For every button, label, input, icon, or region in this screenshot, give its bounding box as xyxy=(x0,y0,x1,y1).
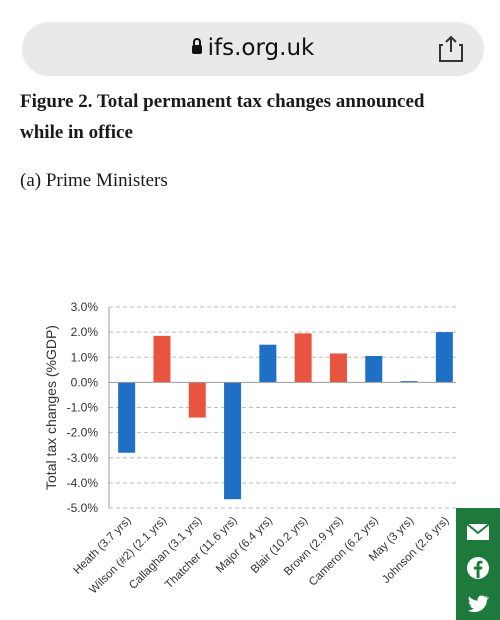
url-display[interactable]: ifs.org.uk xyxy=(22,35,484,61)
y-axis-label: Total tax changes (%GDP) xyxy=(43,325,59,490)
bar xyxy=(153,335,171,383)
figure-subtitle: (a) Prime Ministers xyxy=(20,170,168,191)
bar xyxy=(365,355,383,383)
y-tick-label: 2.0% xyxy=(71,325,99,339)
bar xyxy=(259,344,277,383)
bar xyxy=(435,332,453,383)
address-bar[interactable]: ifs.org.uk xyxy=(22,22,484,76)
bar xyxy=(294,333,312,383)
y-tick-label: -2.0% xyxy=(67,426,99,440)
bar xyxy=(118,382,136,453)
bar xyxy=(188,382,206,418)
twitter-icon[interactable] xyxy=(466,592,490,616)
y-tick-label: -3.0% xyxy=(67,451,99,465)
y-tick-label: -5.0% xyxy=(67,501,99,515)
y-tick-label: -4.0% xyxy=(67,476,99,490)
bar xyxy=(224,382,242,500)
social-share-bar xyxy=(456,508,500,620)
mail-icon[interactable] xyxy=(466,520,490,544)
y-tick-label: -1.0% xyxy=(67,401,99,415)
share-icon[interactable] xyxy=(438,35,464,63)
url-text: ifs.org.uk xyxy=(207,35,315,61)
tax-changes-bar-chart: 3.0% 2.0% 1.0% 0.0% -1.0% -2.0% -3.0% -4.0% -5.0… xyxy=(43,300,456,596)
bar xyxy=(400,381,418,383)
y-tick-label: 0.0% xyxy=(71,375,99,389)
x-tick-label: Johnson (2.6 yrs) xyxy=(380,515,451,586)
y-tick-label: 1.0% xyxy=(71,350,99,364)
figure-title: Figure 2. Total permanent tax changes an… xyxy=(20,91,425,143)
facebook-icon[interactable] xyxy=(466,556,490,580)
y-tick-label: 3.0% xyxy=(71,300,99,314)
bar xyxy=(329,353,347,383)
lock-icon xyxy=(191,38,202,54)
